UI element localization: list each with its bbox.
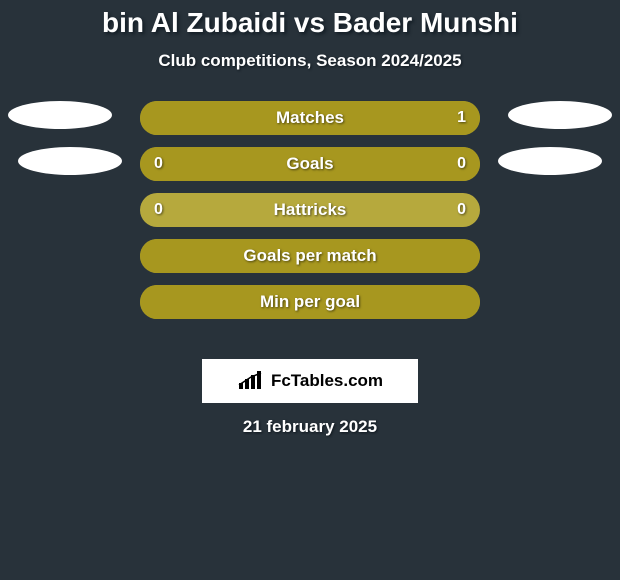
stat-row-label: Min per goal [140, 285, 480, 319]
stat-right-value: 0 [457, 193, 466, 227]
stat-right-value: 1 [457, 101, 466, 135]
source-badge-text: FcTables.com [271, 371, 383, 391]
side-ellipse [498, 147, 602, 175]
stat-row: 0 Goals 0 [140, 147, 480, 181]
stat-row: Min per goal [140, 285, 480, 319]
stat-row: Matches 1 [140, 101, 480, 135]
stat-row-label: Matches [140, 101, 480, 135]
stat-row-label: Goals per match [140, 239, 480, 273]
stat-row: Goals per match [140, 239, 480, 273]
page-subtitle: Club competitions, Season 2024/2025 [0, 51, 620, 71]
side-ellipse [508, 101, 612, 129]
stat-row-label: Hattricks [140, 193, 480, 227]
page-title: bin Al Zubaidi vs Bader Munshi [0, 0, 620, 39]
comparison-infographic: bin Al Zubaidi vs Bader Munshi Club comp… [0, 0, 620, 580]
stat-row-label: Goals [140, 147, 480, 181]
source-badge: FcTables.com [202, 359, 418, 403]
side-ellipse [8, 101, 112, 129]
stat-row: 0 Hattricks 0 [140, 193, 480, 227]
stats-rows: Matches 1 0 Goals 0 0 Hattricks 0 Goals … [0, 101, 620, 341]
bar-chart-icon [237, 371, 265, 391]
stat-right-value: 0 [457, 147, 466, 181]
side-ellipse [18, 147, 122, 175]
date-line: 21 february 2025 [0, 417, 620, 437]
